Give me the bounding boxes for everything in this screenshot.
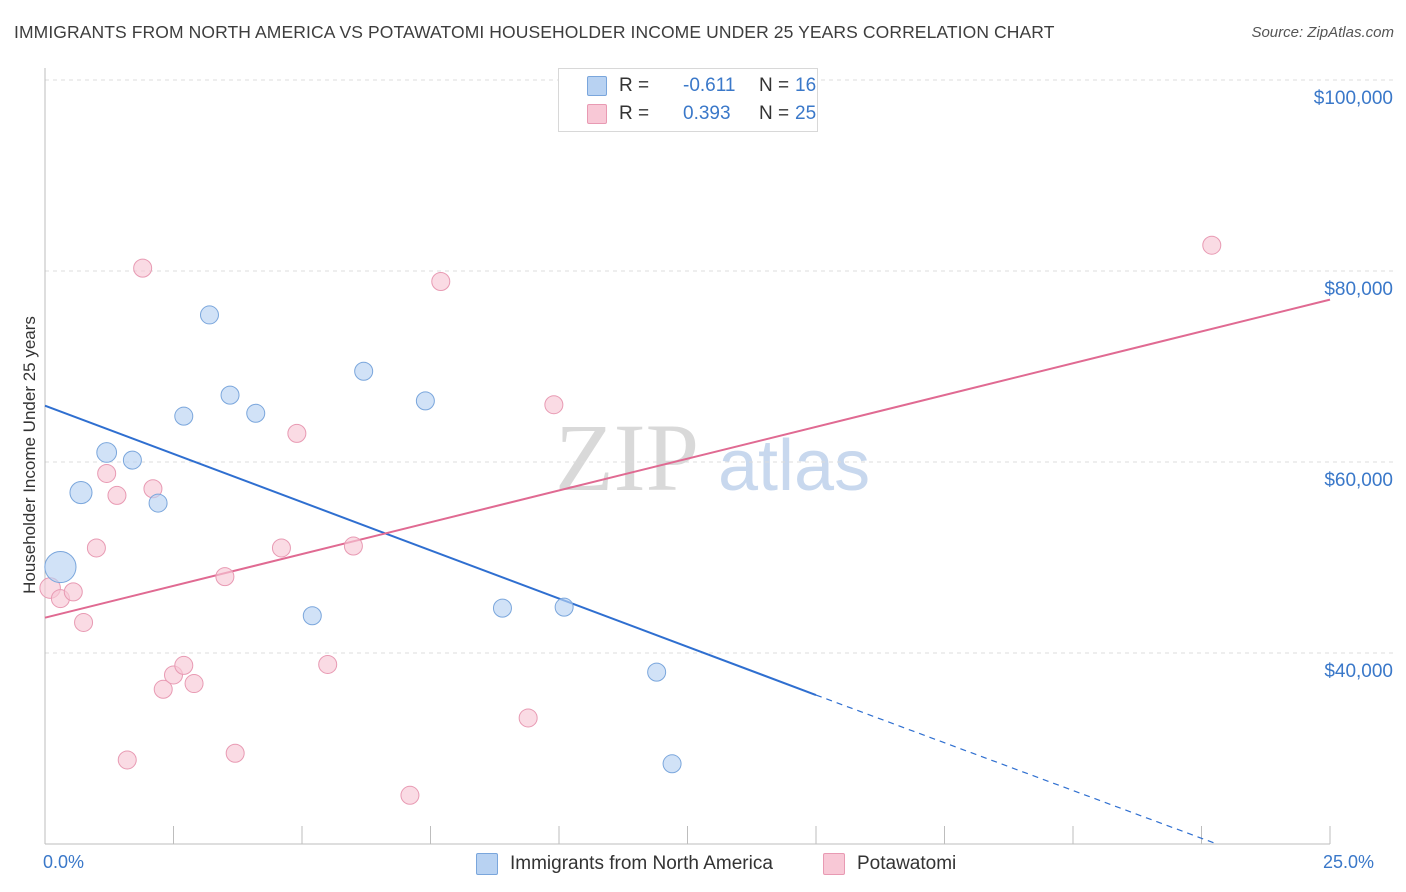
series-legend-potawatomi[interactable]: Potawatomi [823,852,956,876]
point-potawatomi [184,674,204,694]
series-name-immigrants: Immigrants from North America [510,853,773,874]
correlation-legend: R = -0.611 N = 16 R = 0.393 N = 25 [558,68,818,132]
point-potawatomi [1202,235,1222,255]
point-immigrants [148,493,168,513]
legend-n-value: 25 [795,103,817,124]
point-potawatomi [431,272,451,292]
point-potawatomi [518,708,538,728]
point-potawatomi [117,750,137,770]
legend-r-label: R = [619,75,650,96]
axes [44,68,1331,845]
point-potawatomi [287,423,307,443]
y-tick-label: $60,000 [1324,470,1393,491]
trend-line-immigrants [44,404,817,696]
legend-r-value: -0.611 [683,75,736,96]
y-tick-labels: $100,000 $80,000 $60,000 $40,000 [1314,88,1393,682]
point-potawatomi [215,567,235,587]
point-immigrants [647,662,667,682]
point-immigrants [415,391,435,411]
legend-swatch-pink [587,104,607,124]
point-potawatomi [63,582,83,602]
legend-n-value: 16 [795,75,817,96]
point-immigrants [174,406,194,426]
point-immigrants [662,754,682,774]
point-potawatomi [97,463,117,483]
point-immigrants [554,597,574,617]
x-tick-min: 0.0% [43,852,85,872]
point-potawatomi [271,538,291,558]
point-immigrants [96,442,118,463]
series-name-potawatomi: Potawatomi [857,853,957,874]
point-potawatomi [400,785,420,805]
watermark-zip: ZIP [555,404,699,511]
legend-r-label: R = [619,103,650,124]
point-potawatomi [153,679,173,699]
point-potawatomi [86,538,106,558]
point-potawatomi [225,743,245,763]
point-immigrants [69,481,93,505]
series-legend-immigrants[interactable]: Immigrants from North America [476,852,773,876]
point-potawatomi [544,395,564,415]
legend-n-label: N = [759,103,790,124]
point-immigrants [354,361,374,381]
source-credit[interactable]: Source: ZipAtlas.com [1251,24,1394,41]
data-points [39,235,1222,805]
point-immigrants [122,450,142,470]
point-potawatomi [174,655,194,675]
point-immigrants [44,550,77,584]
series-swatch-pink [823,853,845,875]
point-immigrants [246,403,266,423]
trend-line-potawatomi [44,298,1331,619]
gridlines [45,79,1393,654]
point-potawatomi [343,536,363,556]
point-immigrants [220,385,240,405]
watermark: ZIP atlas [555,404,870,511]
trend-lines [44,298,1331,845]
point-potawatomi [107,485,127,505]
trend-line-immigrants-extrapolated [815,694,1218,845]
chart-title: IMMIGRANTS FROM NORTH AMERICA VS POTAWAT… [14,22,1055,42]
point-immigrants [199,305,219,325]
x-tick-max: 25.0% [1323,852,1375,872]
series-swatch-blue [476,853,498,875]
legend-swatch-blue [587,76,607,96]
point-potawatomi [318,654,338,674]
y-tick-label: $40,000 [1324,661,1393,682]
y-tick-label: $80,000 [1324,279,1393,300]
y-tick-label: $100,000 [1314,88,1393,109]
point-potawatomi [74,612,94,632]
point-immigrants [302,606,322,626]
watermark-atlas: atlas [718,426,870,506]
point-potawatomi [133,258,153,278]
legend-r-value: 0.393 [683,103,731,124]
point-immigrants [492,598,512,618]
legend-n-label: N = [759,75,790,96]
